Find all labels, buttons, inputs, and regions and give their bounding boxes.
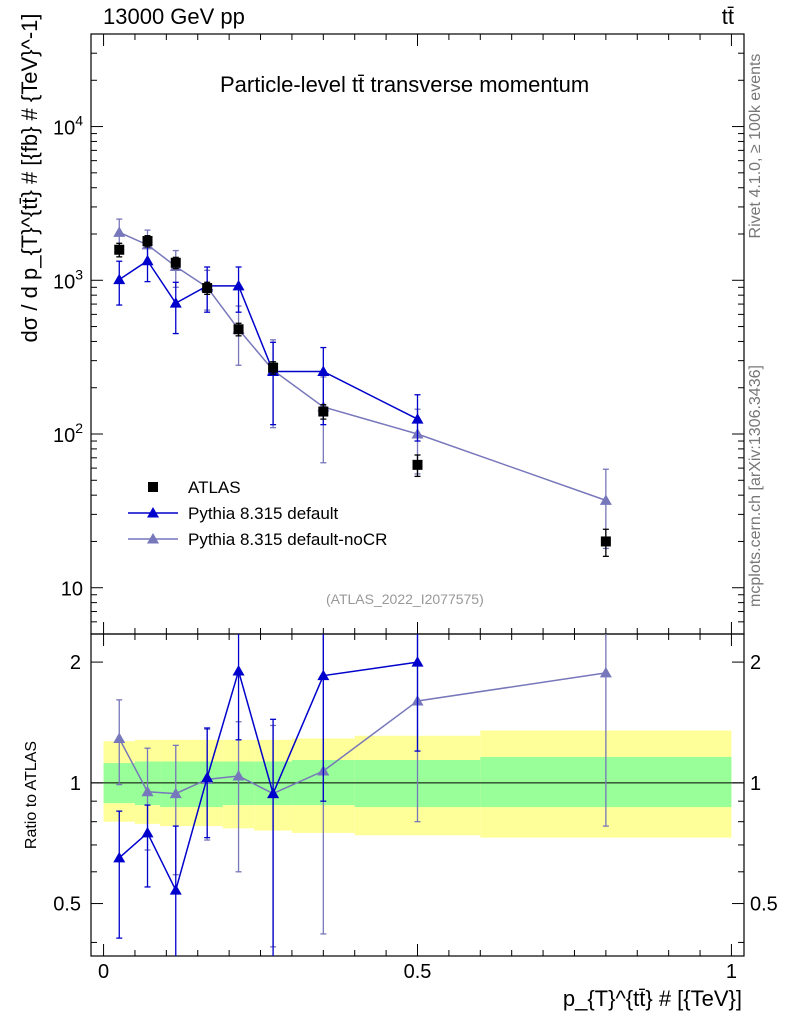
main-atlas-point — [202, 283, 213, 294]
ratio-nocr-point — [169, 787, 182, 799]
main-default-point — [141, 254, 154, 266]
plot-title: Particle-level tt̄ transverse momentum — [220, 72, 590, 97]
ratio-nocr-point — [113, 732, 126, 743]
legend: ATLAS Pythia 8.315 default Pythia 8.315 de… — [128, 478, 387, 549]
ratio-nocr-point — [141, 785, 154, 797]
ratio-y-tick-label: 0.5 — [53, 894, 81, 916]
process-label: tt̄ — [721, 4, 734, 29]
main-atlas-point — [318, 406, 329, 417]
main-atlas-point — [600, 536, 611, 547]
main-default-point — [169, 297, 182, 308]
main-y-tick-exponent: 2 — [75, 420, 83, 436]
x-tick-label: 1 — [726, 961, 737, 983]
main-atlas-point — [114, 244, 125, 255]
legend-label: Pythia 8.315 default-noCR — [188, 530, 387, 549]
ratio-y-tick-label: 2 — [70, 652, 81, 674]
ratio-default-point — [317, 669, 330, 681]
ratio-nocr-point — [599, 666, 612, 678]
main-default-group — [113, 244, 424, 442]
main-atlas-point — [170, 257, 181, 268]
ratio-y-tick-label: 0.5 — [750, 894, 778, 916]
main-atlas-point — [142, 236, 153, 247]
main-default-point — [232, 279, 245, 291]
main-default-point — [317, 365, 330, 377]
legend-marker-atlas — [148, 482, 158, 492]
main-y-tick-exponent: 4 — [75, 113, 83, 129]
legend-label: ATLAS — [188, 478, 241, 497]
x-ticks: 0 0.5 1 — [98, 34, 737, 983]
legend-marker-triangle — [147, 533, 159, 544]
main-y-tick-label: 10 — [61, 579, 83, 601]
main-nocr-point — [599, 494, 612, 505]
ratio-y-tick-label: 1 — [70, 773, 81, 795]
ratio-default-point — [201, 771, 214, 783]
main-atlas-point — [412, 459, 423, 470]
main-atlas-point — [268, 362, 279, 373]
main-default-line — [118, 259, 418, 420]
legend-label: Pythia 8.315 default — [188, 504, 339, 523]
main-atlas-point — [233, 324, 244, 335]
ratio-y-axis-label: Ratio to ATLAS — [23, 740, 40, 850]
main-default-point — [113, 273, 126, 285]
ratio-default-point — [169, 884, 182, 895]
main-nocr-point — [113, 226, 126, 237]
energy-label: 13000 GeV pp — [103, 4, 245, 29]
main-nocr-group — [113, 218, 612, 550]
mcplots-citation: mcplots.cern.ch [arXiv:1306.3436] — [747, 365, 764, 607]
x-axis-label: p_{T}^{tt̄} # [{TeV}] — [562, 986, 742, 1011]
ratio-default-point — [141, 826, 154, 838]
ratio-default-point — [411, 656, 424, 667]
ratio-y-ticks: 0.5 0.5 1 1 2 2 — [53, 652, 778, 943]
x-tick-label: 0 — [98, 961, 109, 983]
ratio-y-tick-label: 1 — [750, 773, 761, 795]
rivet-version-note: Rivet 4.1.0, ≥ 100k events — [747, 53, 764, 239]
main-y-ticks: 10 102 103 104 — [53, 33, 744, 635]
ratio-default-point — [267, 787, 280, 799]
ratio-default-point — [113, 851, 126, 863]
ratio-default-group — [113, 634, 424, 956]
x-tick-label: 0.5 — [404, 961, 432, 983]
legend-marker-triangle — [147, 507, 159, 518]
ratio-y-tick-label: 2 — [750, 652, 761, 674]
ratio-default-point — [232, 665, 245, 676]
main-y-tick-exponent: 3 — [75, 266, 83, 282]
ratio-default-line — [118, 661, 418, 893]
main-y-tick-label: 102 — [53, 420, 83, 447]
ratio-nocr-point — [232, 769, 245, 781]
main-nocr-line — [118, 231, 607, 502]
analysis-id-label: (ATLAS_2022_I2077575) — [326, 591, 484, 607]
main-y-axis-label: dσ / d p_{T}^{tt̄} # [{fb} # {TeV}^-1] — [17, 13, 42, 343]
main-atlas-group — [114, 235, 611, 557]
main-default-point — [411, 413, 424, 424]
main-y-tick-label: 103 — [53, 266, 83, 293]
main-y-tick-label: 104 — [53, 113, 83, 140]
